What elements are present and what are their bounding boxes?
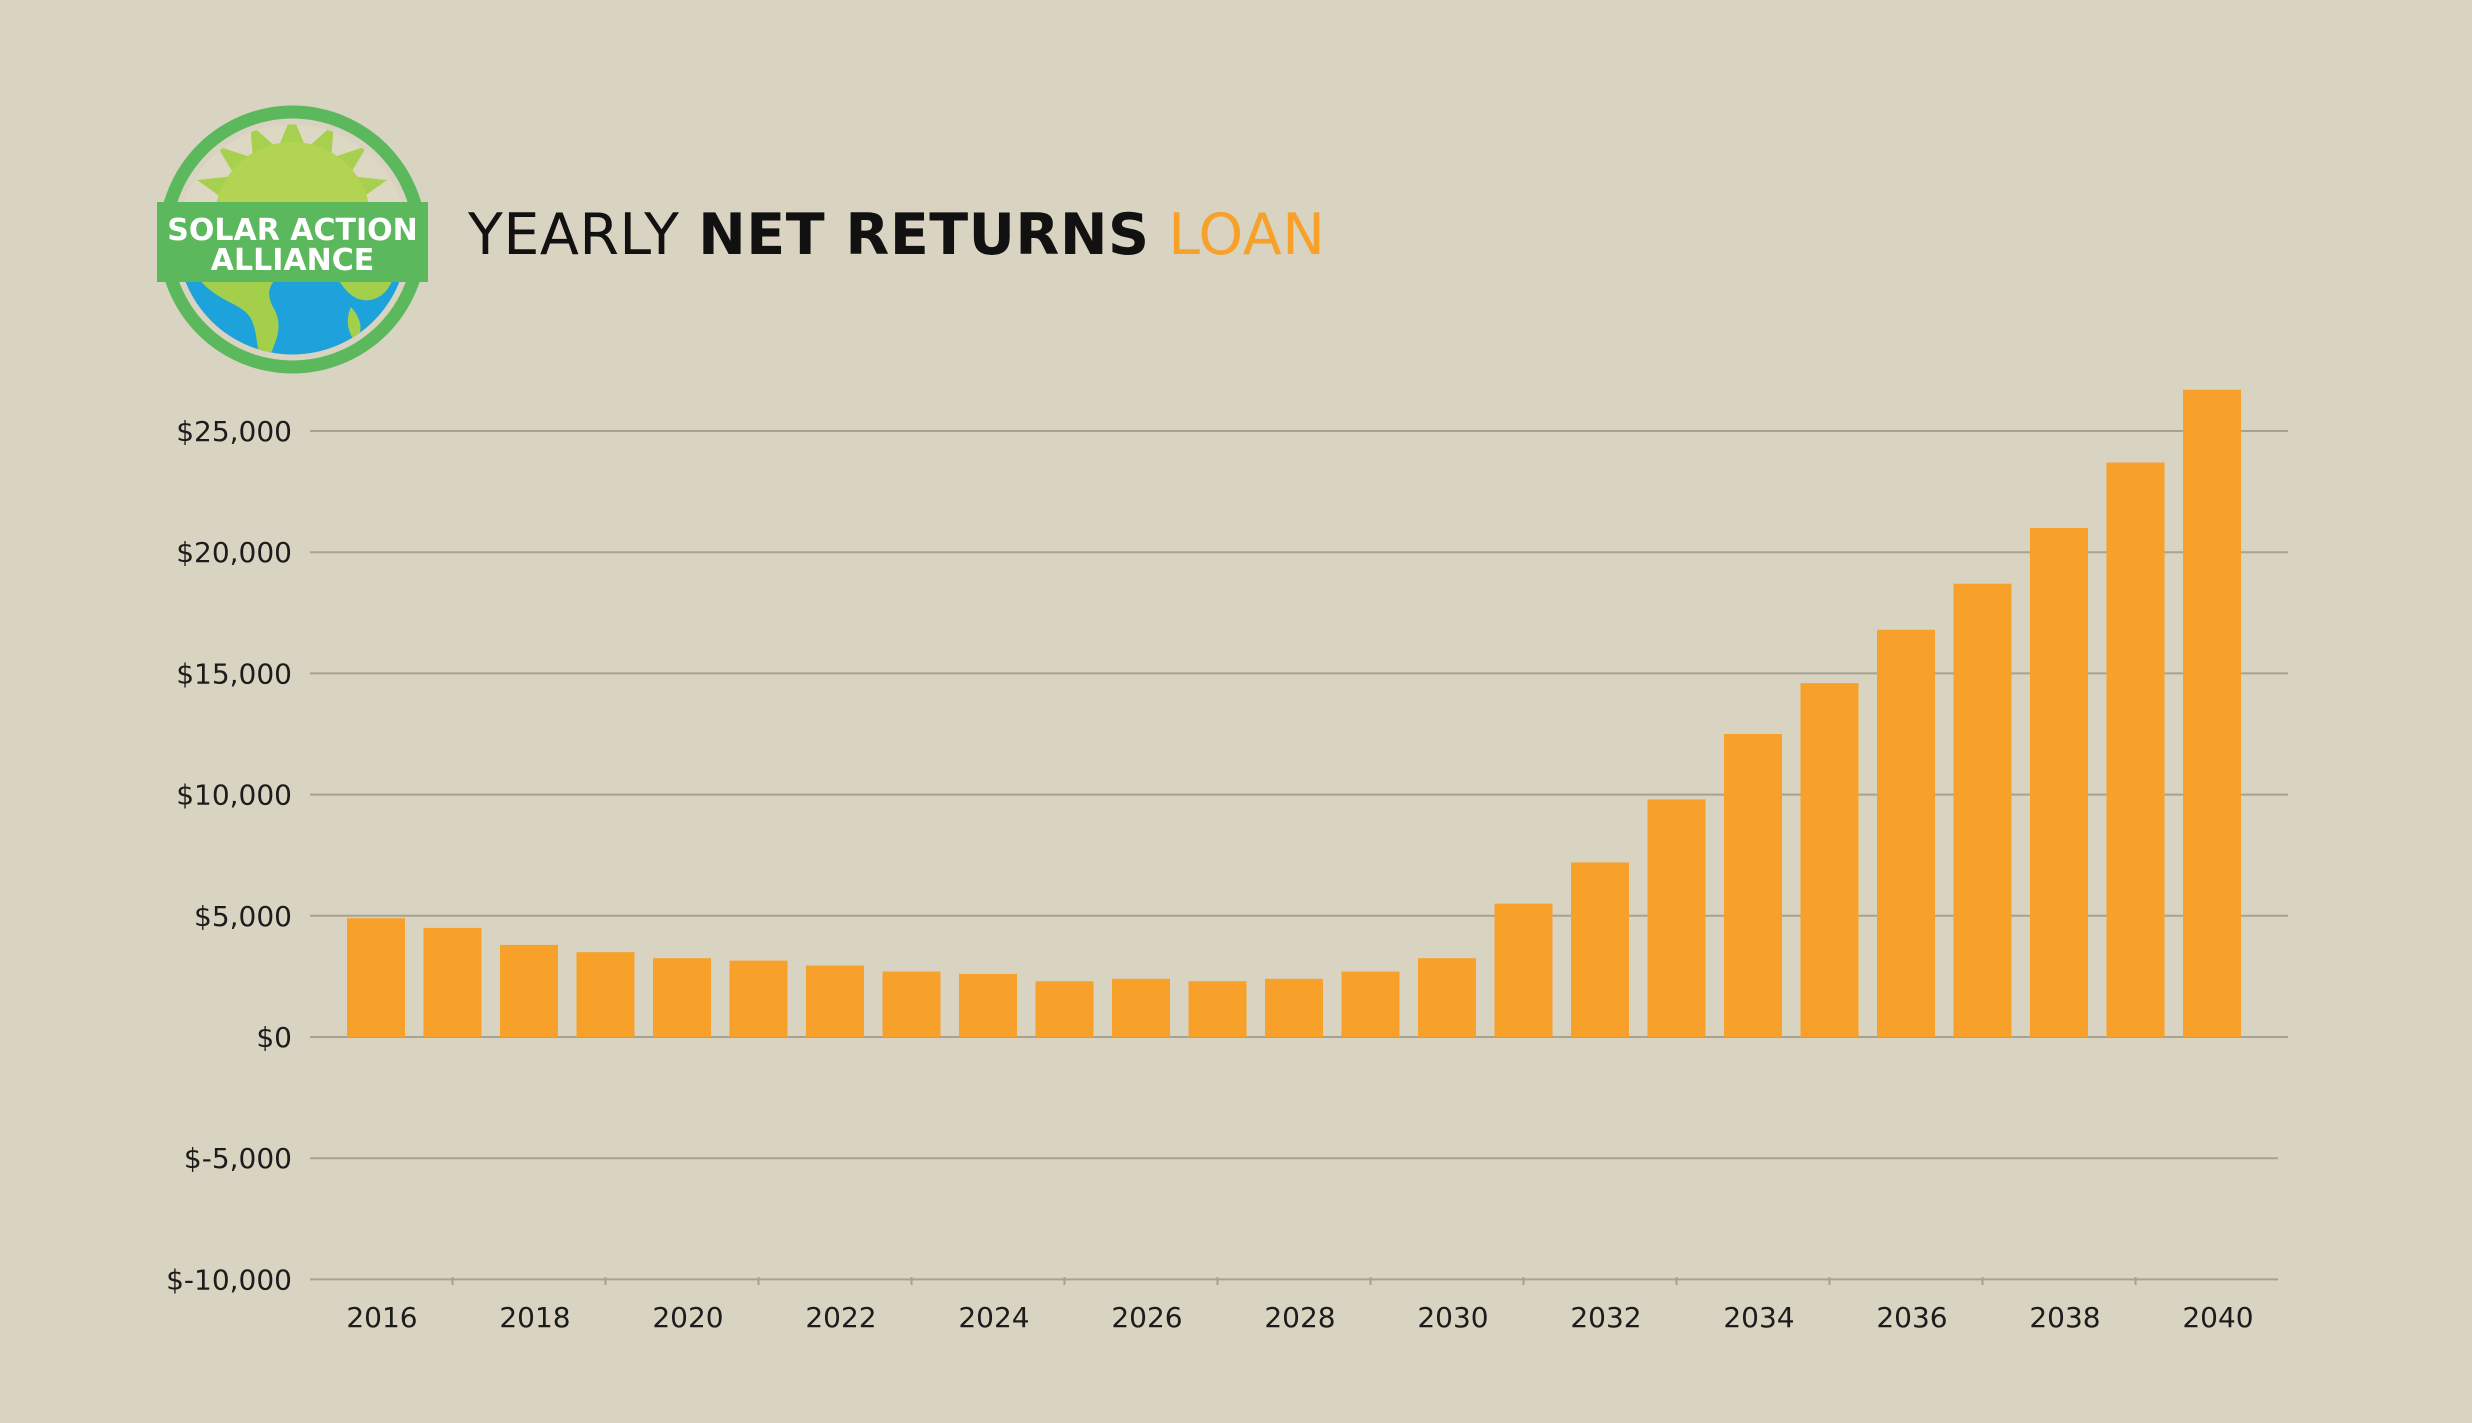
bar-2037	[1953, 583, 2012, 1037]
bar-2034	[1724, 734, 1782, 1037]
bar-2023	[882, 971, 941, 1037]
bar-2019	[576, 952, 635, 1037]
bar-2025	[1035, 981, 1094, 1037]
bar-2031	[1494, 903, 1553, 1037]
x-tick-label: 2034	[1723, 1301, 1794, 1334]
x-tick-label: 2024	[958, 1301, 1029, 1334]
x-tick-label: 2036	[1876, 1301, 1947, 1334]
title-part-loan: LOAN	[1168, 202, 1326, 268]
bar-2028	[1265, 978, 1323, 1037]
bar-2030	[1418, 958, 1476, 1037]
bar-2038	[2030, 527, 2088, 1037]
y-tick-label: $-5,000	[184, 1142, 292, 1175]
y-tick-label: $0	[256, 1021, 292, 1054]
x-tick-label: 2016	[346, 1301, 417, 1334]
x-tick-label: 2028	[1264, 1301, 1335, 1334]
x-tick-label: 2040	[2182, 1301, 2253, 1334]
x-tick-label: 2026	[1111, 1301, 1182, 1334]
y-tick-label: $15,000	[176, 657, 292, 690]
bar-2016	[347, 918, 405, 1037]
bar-2021	[729, 960, 788, 1037]
bar-2022	[806, 965, 864, 1037]
axes	[451, 1277, 2137, 1285]
bar-2033	[1647, 799, 1706, 1037]
logo-line1: SOLAR ACTION	[167, 213, 417, 248]
title-part-yearly: YEARLY	[468, 202, 680, 268]
tick-labels: $25,000 $20,000 $15,000 $10,000 $5,000 $0 $-5,…	[166, 415, 2254, 1334]
bar-2024	[959, 973, 1017, 1037]
y-tick-label: $20,000	[176, 536, 292, 569]
bar-2035	[1800, 683, 1859, 1037]
bar-2018	[500, 944, 558, 1037]
x-tick-label: 2032	[1570, 1301, 1641, 1334]
logo-line2: ALLIANCE	[211, 243, 374, 278]
y-tick-label: $5,000	[194, 900, 292, 933]
bar-2026	[1112, 978, 1170, 1037]
bar-2029	[1341, 971, 1400, 1037]
x-tick-label: 2018	[499, 1301, 570, 1334]
y-tick-label: $-10,000	[166, 1263, 292, 1296]
title-part-net-returns: NET RETURNS	[698, 202, 1150, 268]
x-tick-label: 2038	[2029, 1301, 2100, 1334]
chart-title: YEARLY NET RETURNS LOAN	[468, 190, 1325, 280]
x-tick-label: 2022	[805, 1301, 876, 1334]
bar-2036	[1877, 629, 1935, 1037]
bar-2039	[2106, 462, 2165, 1038]
bar-2027	[1188, 981, 1247, 1037]
solar-action-alliance-logo: SOLAR ACTION ALLIANCE	[157, 105, 428, 374]
bars	[347, 389, 2241, 1038]
x-tick-label: 2030	[1417, 1301, 1488, 1334]
bar-2040	[2183, 389, 2241, 1037]
y-tick-label: $10,000	[176, 779, 292, 812]
y-tick-label: $25,000	[176, 415, 292, 448]
bar-2017	[423, 927, 482, 1037]
bar-2032	[1571, 862, 1629, 1037]
x-tick-label: 2020	[652, 1301, 723, 1334]
bar-2020	[653, 958, 711, 1037]
